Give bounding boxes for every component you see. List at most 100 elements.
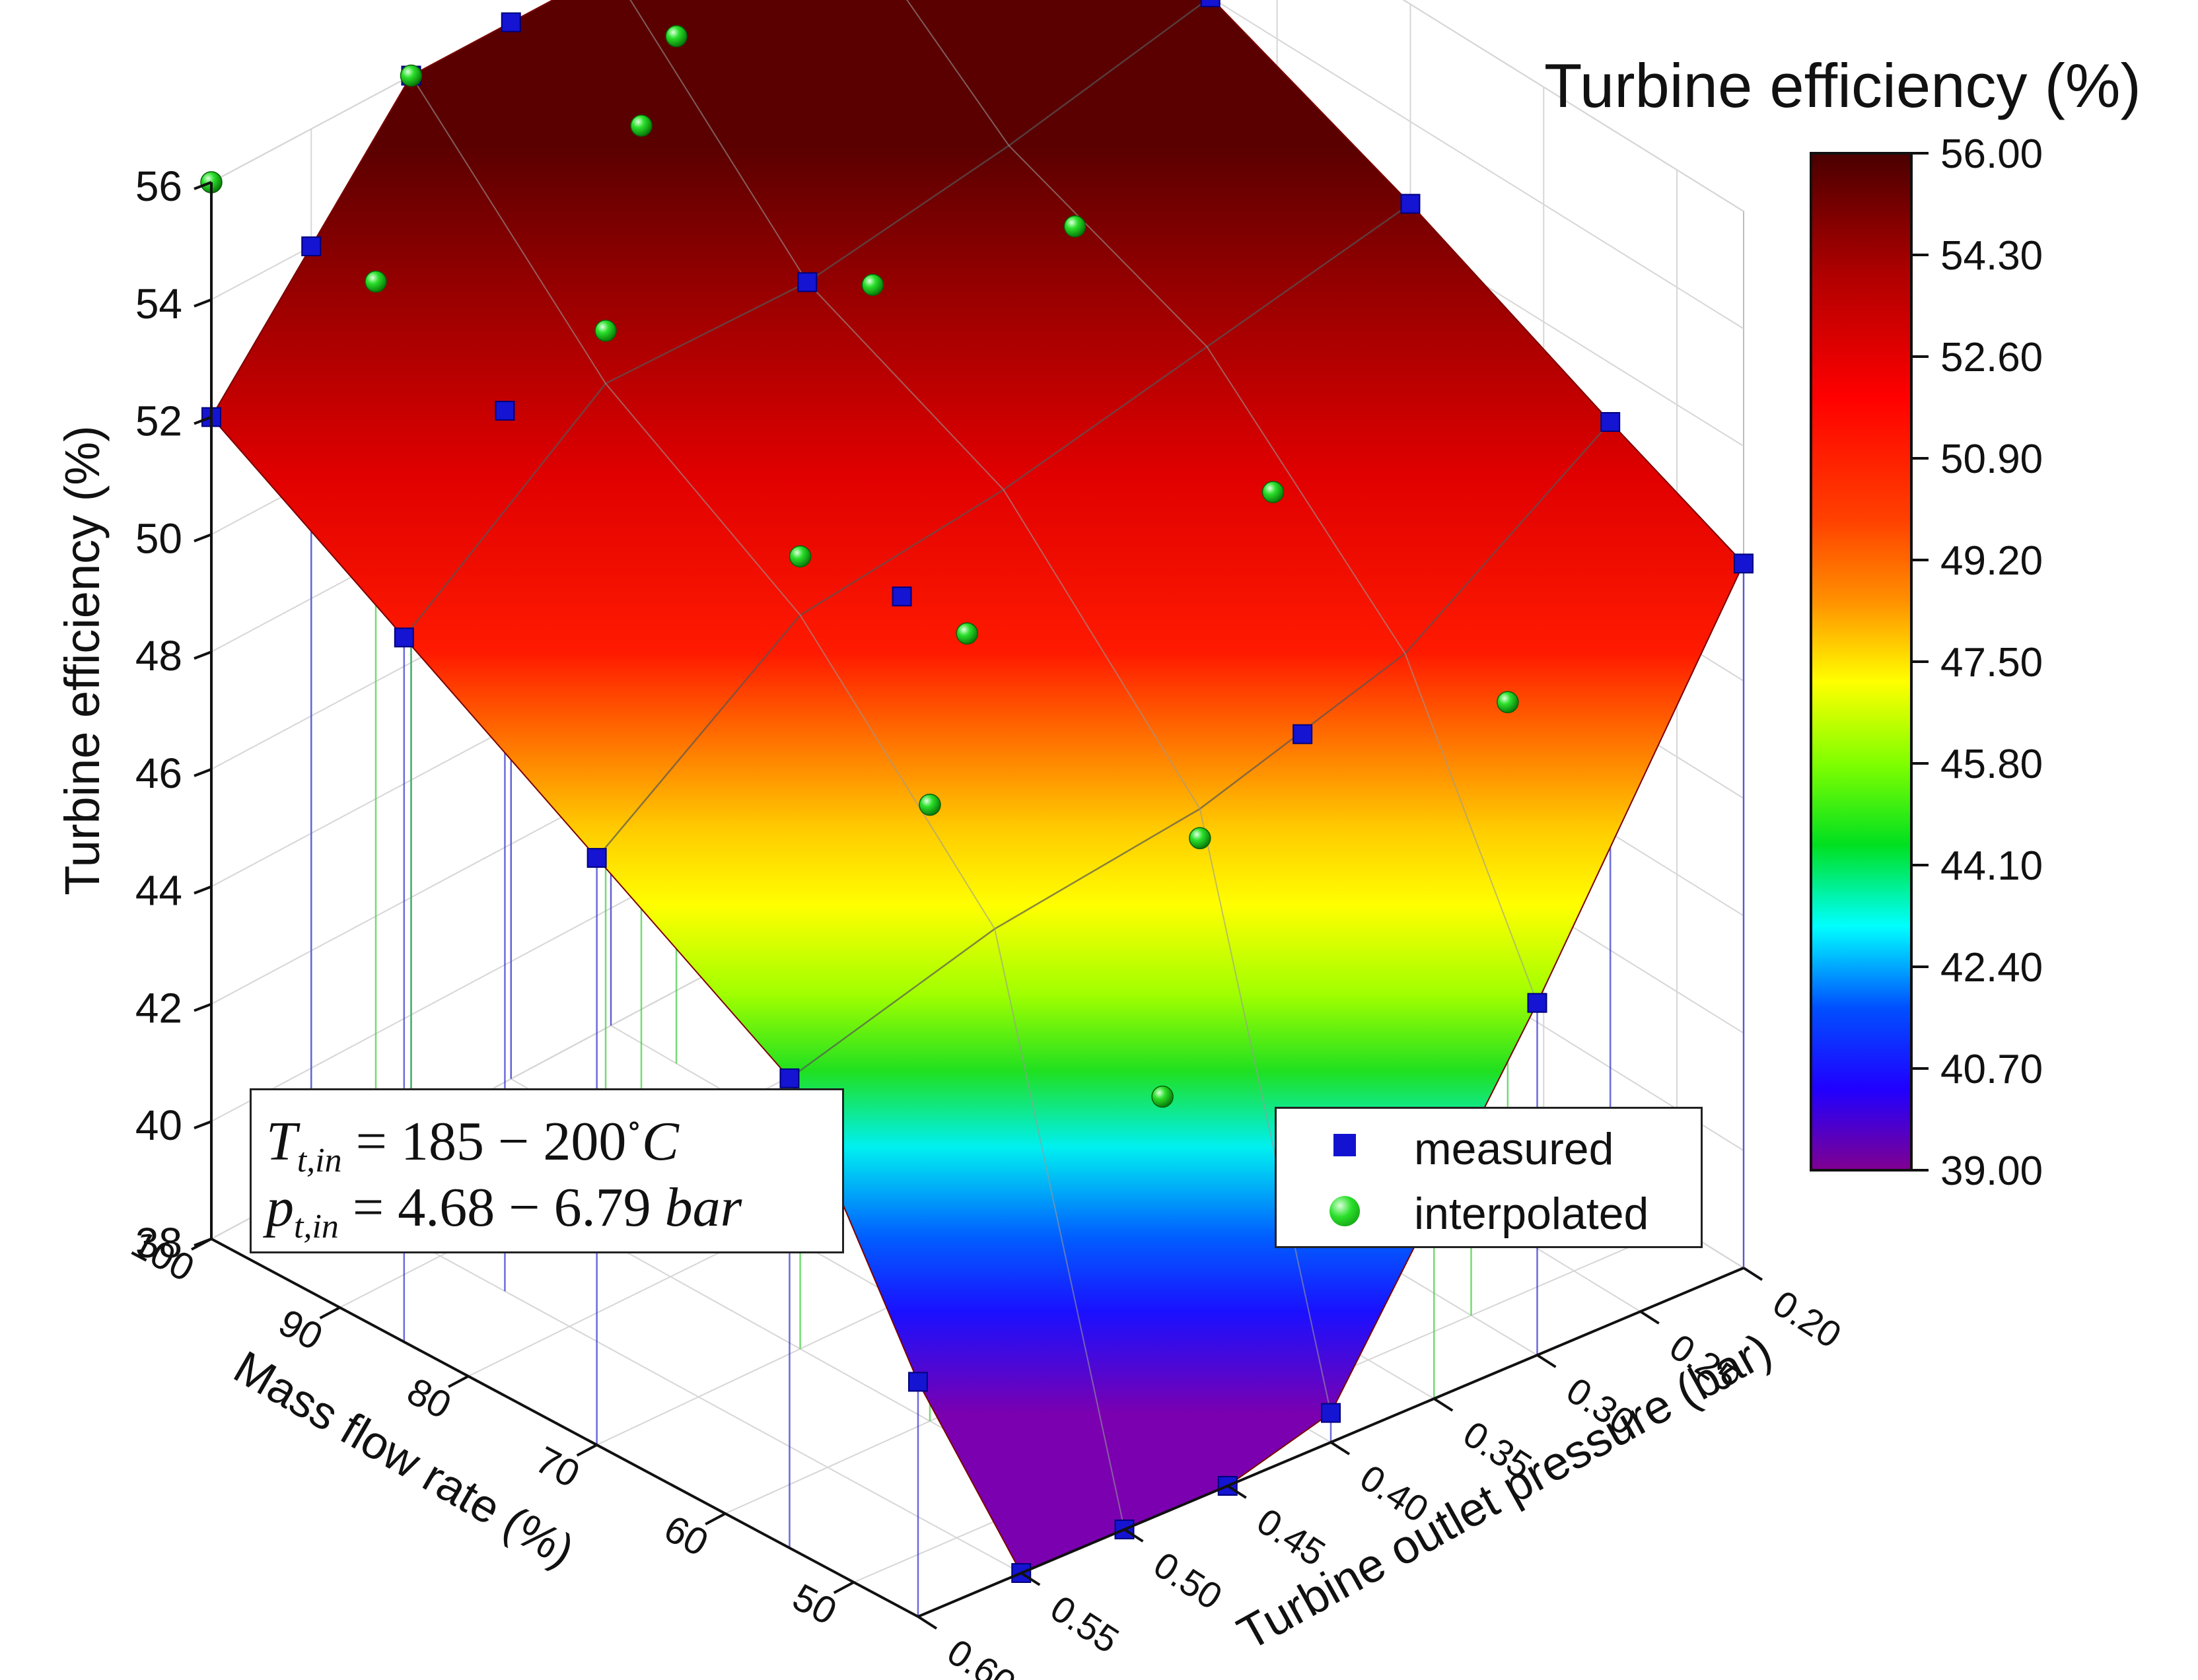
x-tick [1020,1572,1041,1586]
interpolated-point [789,545,812,568]
colorbar-tick-label: 44.10 [1940,843,2043,889]
sphere-marker-icon [1329,1196,1360,1226]
measured-point [1600,411,1621,432]
legend: measured interpolated [1275,1107,1703,1248]
x-tick-label: 0.45 [1250,1500,1333,1574]
interpolated-point [1151,1085,1174,1108]
interpolated-point [630,114,653,137]
surface-mesh-line [629,0,1331,1413]
surface-mesh-line [410,75,1125,1530]
z-tick-label: 48 [135,632,182,680]
colorbar-tick-label: 42.40 [1940,945,2043,991]
z-tick-label: 54 [135,280,182,328]
colorbar-tick-label: 54.30 [1940,233,2043,279]
z-tick [194,650,212,660]
z-gridline-back [1213,0,1744,330]
interpolated-point [861,273,884,297]
colorbar-tick-label: 40.70 [1940,1047,2043,1092]
measured-point [394,627,414,648]
measured-point [1114,1520,1135,1539]
legend-item-interpolated: interpolated [1277,1181,1701,1241]
z-tick [194,768,212,777]
inlet-pressure-var: p [266,1177,294,1238]
y-tick-label: 90 [271,1301,329,1359]
measured-point [501,12,521,32]
colorbar-title: Turbine efficiency (%) [1544,51,2141,120]
x-tick [1433,1397,1454,1412]
interpolated-point [919,793,941,816]
x-tick [1742,1267,1763,1281]
inlet-pressure-range: = 4.68 − 6.79 [352,1177,651,1238]
z-tick-label: 50 [135,514,182,562]
condition-annotation: Tt,in = 185 − 200∘C pt,in = 4.68 − 6.79 … [250,1088,844,1253]
surface-mesh-line [906,0,1538,1004]
interpolated-point [1189,827,1211,850]
z-tick-label: 52 [135,398,182,445]
legend-label-measured: measured [1414,1124,1614,1174]
x-tick [1226,1485,1247,1499]
y-tick [319,1306,341,1319]
z-tick-label: 44 [135,867,182,915]
y-tick [448,1375,470,1388]
inlet-temperature-range: = 185 − 200 [355,1111,627,1172]
colorbar-tick-label: 56.00 [1940,131,2043,177]
z-tick [194,533,212,543]
measured-point [1527,993,1547,1013]
interpolated-point [1497,691,1519,713]
interpolated-point [400,64,423,87]
z-tick [194,1120,212,1130]
x-tick [1329,1441,1351,1455]
z-gridline-back [1402,0,1744,212]
interpolated-point [1261,481,1285,503]
z-tick [194,1002,212,1012]
x-tick-label: 0.50 [1147,1543,1230,1617]
measured-point [495,400,515,421]
measured-point [908,1372,928,1392]
interpolated-point [594,320,617,342]
inlet-temperature-annotation: Tt,in = 185 − 200∘C [266,1108,679,1179]
y-axis-line [211,1238,919,1618]
z-tick [194,298,212,308]
z-tick-label: 42 [135,984,182,1032]
measured-point [1321,1403,1341,1423]
z-tick [194,885,212,895]
x-tick [1639,1310,1660,1325]
colorbar-tick-label: 45.80 [1940,742,2043,787]
inlet-temperature-sub: t,in [297,1142,342,1179]
colorbar-tick-label: 39.00 [1940,1148,2043,1194]
measured-point [797,272,818,293]
colorbar-tick-label: 47.50 [1940,640,2043,685]
x-tick-label: 0.20 [1765,1282,1849,1356]
measured-point [1400,193,1421,214]
interpolated-point [665,25,688,48]
data-points [200,0,1754,1583]
colorbar-tick-label: 49.20 [1940,538,2043,584]
y-tick [191,1238,212,1251]
measured-point [1293,724,1313,744]
z-tick-label: 46 [135,750,182,797]
inlet-pressure-sub: t,in [294,1208,339,1245]
interpolated-point [956,622,978,645]
measured-point [586,848,607,868]
z-axis-title: Turbine efficiency (%) [55,425,110,895]
y-tick-label: 80 [400,1370,458,1428]
y-tick-label: 60 [657,1507,715,1565]
measured-point [1734,553,1754,574]
z-tick-label: 38 [135,1219,182,1267]
colorbar: Turbine efficiency (%) 56.00 54.30 52.60 50.… [1544,51,2141,1194]
y-tick-label: 70 [529,1438,586,1496]
y-tick [833,1581,855,1594]
inlet-pressure-annotation: pt,in = 4.68 − 6.79 bar [266,1180,742,1244]
y-tick [576,1444,598,1457]
interpolated-point [365,270,387,293]
measured-point [301,236,322,257]
x-tick [1536,1354,1557,1368]
z-gridline-left [211,0,555,183]
measured-point [892,586,912,607]
x-tick [1123,1528,1144,1543]
colorbar-gradient [1810,152,1913,1172]
z-tick-label: 40 [135,1102,182,1149]
z-tick [194,181,212,190]
